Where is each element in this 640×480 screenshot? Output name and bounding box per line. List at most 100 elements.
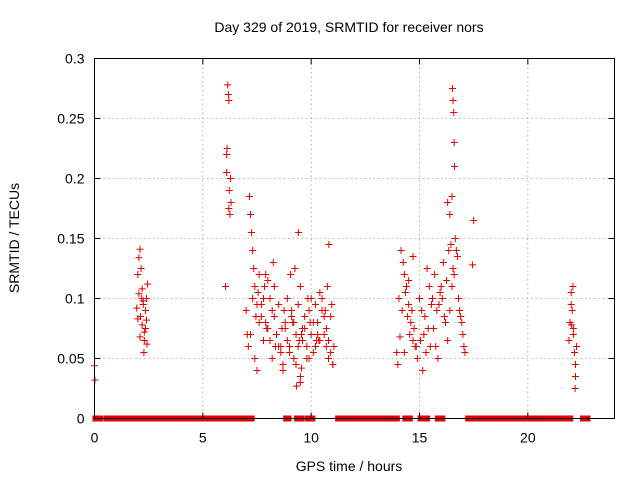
data-point (431, 271, 439, 278)
data-point (327, 349, 335, 356)
data-point (423, 265, 431, 272)
data-point (136, 245, 144, 253)
data-point (416, 295, 423, 302)
data-point (444, 337, 452, 344)
x-tick-label: 15 (412, 430, 428, 446)
data-point (435, 301, 443, 308)
data-point (140, 337, 148, 344)
data-point (568, 321, 576, 329)
data-point (400, 271, 408, 278)
data-point (140, 349, 148, 356)
data-point (269, 259, 277, 266)
y-tick-label: 0.1 (65, 291, 85, 307)
data-point (458, 319, 466, 326)
data-point (136, 333, 144, 341)
data-point (296, 283, 304, 290)
data-point (325, 337, 332, 344)
data-point (410, 325, 418, 332)
data-point (314, 331, 322, 338)
data-point (405, 301, 413, 308)
data-point (434, 355, 442, 362)
x-tick-label: 20 (520, 430, 536, 446)
data-point (296, 379, 304, 386)
data-point (396, 333, 404, 341)
data-point (299, 325, 306, 332)
data-point (278, 325, 286, 332)
data-point (261, 283, 269, 290)
data-point (314, 319, 322, 326)
data-point (327, 313, 335, 320)
data-point (321, 307, 329, 314)
data-point (448, 85, 456, 92)
data-point (432, 343, 440, 350)
data-point (573, 343, 581, 350)
x-tick-labels: 0 5 10 15 20 (91, 430, 536, 446)
data-point (223, 151, 231, 158)
data-point (303, 343, 311, 350)
data-point (446, 307, 454, 314)
data-point (144, 280, 152, 288)
data-point (139, 297, 147, 305)
data-point (427, 301, 435, 308)
grid-lines (94, 58, 615, 419)
data-point (412, 343, 420, 350)
data-point (312, 343, 319, 350)
data-point (242, 307, 250, 314)
data-point (325, 241, 333, 248)
data-point (417, 337, 425, 344)
data-point (223, 169, 231, 176)
x-tick-label: 0 (91, 430, 99, 446)
data-point (138, 321, 146, 329)
data-point (418, 307, 426, 314)
data-point (134, 315, 142, 323)
data-point (449, 97, 457, 104)
data-point (449, 265, 457, 272)
data-point (430, 325, 438, 332)
data-point (312, 301, 319, 308)
data-point (453, 253, 461, 260)
data-point (257, 301, 265, 308)
data-point (305, 307, 313, 314)
data-point (140, 328, 148, 336)
data-point (295, 337, 303, 344)
data-point (408, 307, 416, 314)
data-point (297, 364, 305, 372)
x-tick-label: 10 (303, 430, 319, 446)
data-point (320, 331, 328, 338)
data-point (420, 331, 428, 338)
data-point (248, 229, 256, 236)
data-point (399, 259, 407, 266)
data-point (438, 295, 446, 302)
data-point (250, 265, 258, 272)
data-point (395, 295, 403, 302)
data-point (243, 331, 251, 338)
data-point (455, 295, 462, 302)
y-tick-label: 0.25 (57, 111, 84, 127)
data-point (133, 304, 141, 312)
data-point (460, 343, 468, 350)
data-point (309, 349, 317, 356)
data-point (400, 349, 408, 356)
data-point (260, 337, 267, 344)
data-point (451, 235, 459, 242)
y-tick-label: 0.05 (57, 351, 84, 367)
data-point (307, 331, 315, 338)
data-point (245, 193, 253, 200)
data-point (288, 313, 296, 320)
data-point (405, 277, 413, 284)
data-point (224, 81, 232, 89)
data-point (260, 295, 267, 302)
data-point (315, 337, 323, 344)
data-point (421, 313, 429, 320)
data-point (283, 295, 291, 302)
data-point (225, 205, 233, 212)
data-point (437, 283, 445, 290)
data-point (271, 343, 279, 350)
data-point (296, 373, 304, 380)
data-point (141, 325, 149, 332)
data-point (450, 271, 458, 278)
data-point (135, 290, 143, 298)
data-point (270, 313, 278, 320)
data-point (251, 355, 259, 362)
